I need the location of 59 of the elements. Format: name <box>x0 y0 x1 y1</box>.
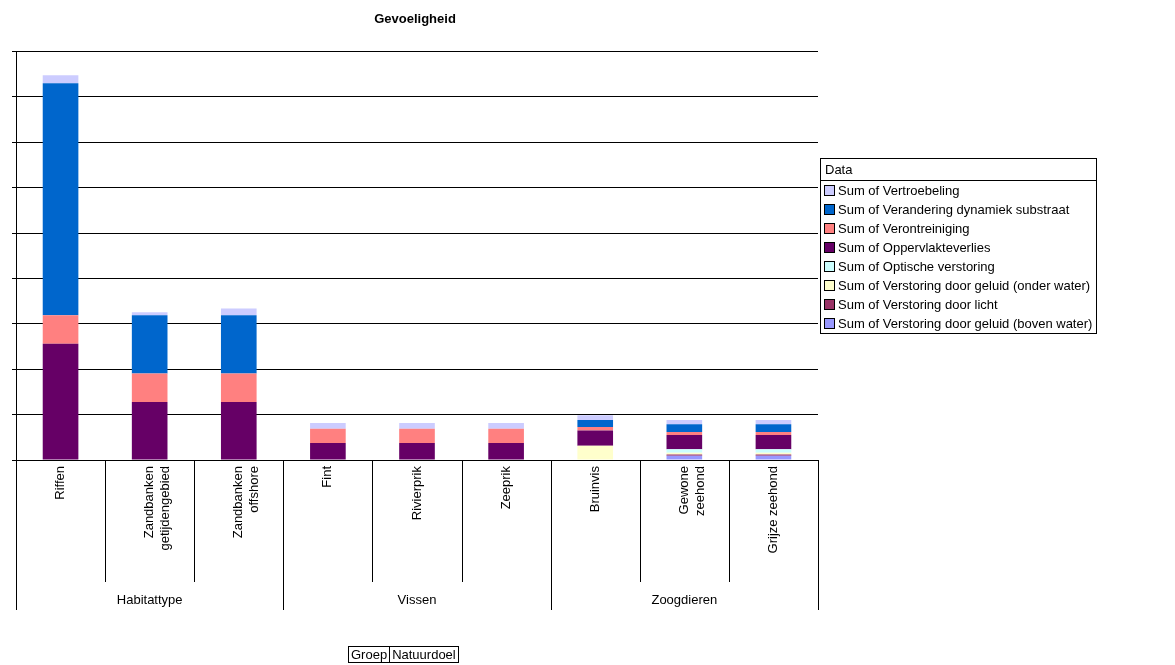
x-tick-label: Zandbanken offshore <box>230 466 261 539</box>
bar <box>131 312 168 316</box>
bar <box>131 373 168 402</box>
bar <box>755 424 792 432</box>
legend-label: Sum of Verontreiniging <box>838 221 970 236</box>
text: Groep <box>348 646 391 663</box>
chart-title: Gevoeligheid <box>374 11 456 27</box>
bar <box>42 75 79 84</box>
text: Vissen <box>397 592 437 607</box>
x-tick-label: Grijze zeehond <box>765 466 781 554</box>
bar <box>577 419 614 427</box>
legend-label: Sum of Verstoring door geluid (onder water) <box>838 278 1091 293</box>
bar <box>220 308 257 316</box>
bar <box>131 401 168 460</box>
bar <box>488 443 524 460</box>
bar <box>310 443 346 460</box>
x-tick-label: Bruinvis <box>586 465 602 513</box>
bar <box>399 423 435 429</box>
bar <box>666 419 703 425</box>
text: Zoogdieren <box>651 592 718 607</box>
x-tick-label: Fint <box>319 465 335 488</box>
bar <box>399 428 435 444</box>
bar <box>755 419 792 425</box>
text: Natuurdoel <box>389 646 459 663</box>
legend-label: Sum of Verstoring door licht <box>838 297 998 312</box>
bar <box>755 455 792 460</box>
legend-label: Sum of Oppervlakteverlies <box>838 240 991 255</box>
x-tick-label: Zandbanken getijdengebied <box>141 466 172 551</box>
bar <box>577 415 614 420</box>
x-tick-label: Gewone zeehond <box>675 466 707 516</box>
legend-title: Data <box>821 159 1097 181</box>
bar <box>42 315 79 344</box>
bar <box>42 83 79 316</box>
bar <box>488 428 524 444</box>
bar <box>488 423 524 429</box>
text: Habitattype <box>116 592 183 607</box>
bar <box>310 423 346 429</box>
bar <box>755 434 792 450</box>
bar <box>755 431 792 435</box>
legend-label: Sum of Vertroebeling <box>838 183 960 198</box>
bar <box>666 455 703 460</box>
x-tick-label: Riffen <box>52 466 68 500</box>
legend-label: Sum of Optische verstoring <box>838 259 995 274</box>
legend-label: Sum of Verstoring door geluid (boven water) <box>838 316 1093 331</box>
bar <box>577 445 614 460</box>
bar <box>666 424 703 432</box>
bar <box>666 434 703 450</box>
x-tick-label: Rivierprik <box>408 465 424 521</box>
bar <box>399 443 435 460</box>
bar <box>220 401 257 460</box>
bar <box>310 428 346 444</box>
bar <box>220 373 257 402</box>
x-tick-label: Zeeprik <box>497 465 513 510</box>
bar <box>666 431 703 435</box>
bar <box>577 430 614 446</box>
bar <box>42 343 79 460</box>
legend-label: Sum of Verandering dynamiek substraat <box>838 202 1070 217</box>
bar <box>131 315 168 374</box>
bar <box>220 315 257 374</box>
